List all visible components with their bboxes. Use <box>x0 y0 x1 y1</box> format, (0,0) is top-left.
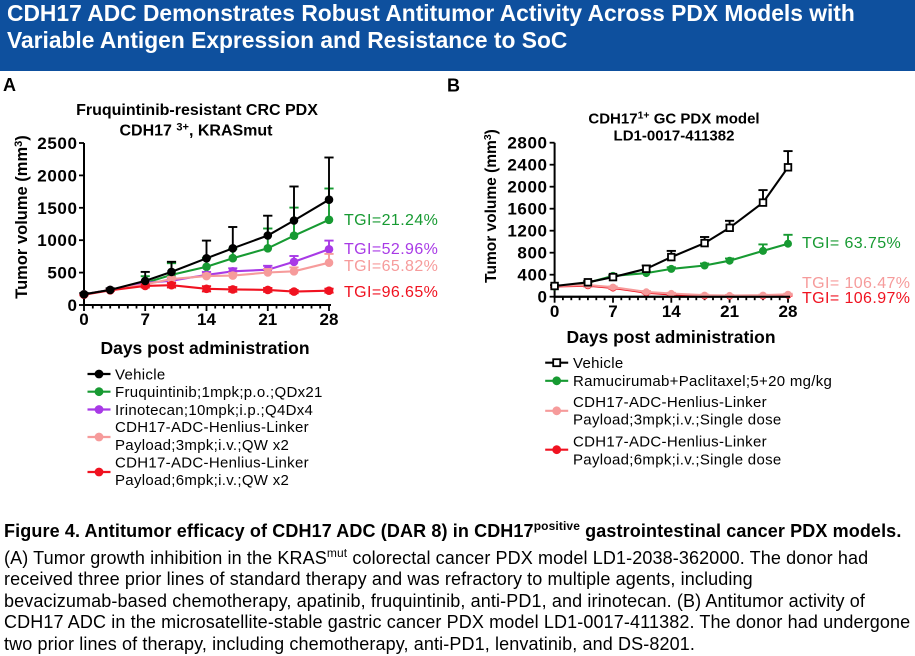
svg-text:21: 21 <box>720 302 739 321</box>
svg-text:CDH17-ADC-Henlius-Linker: CDH17-ADC-Henlius-Linker <box>115 454 309 471</box>
svg-text:Fruquintinib;1mpk;p.o.;QDx21: Fruquintinib;1mpk;p.o.;QDx21 <box>115 384 323 401</box>
svg-text:21: 21 <box>258 310 277 329</box>
svg-text:LD1-0017-411382: LD1-0017-411382 <box>614 128 735 145</box>
svg-text:0: 0 <box>538 288 548 307</box>
svg-text:CDH17-ADC-Henlius-Linker: CDH17-ADC-Henlius-Linker <box>573 434 767 451</box>
svg-text:TGI= 63.75%: TGI= 63.75% <box>802 235 901 252</box>
svg-text:TGI= 106.97%: TGI= 106.97% <box>802 290 910 307</box>
svg-text:Payload;6mpk;i.v.;QW x2: Payload;6mpk;i.v.;QW x2 <box>115 472 289 489</box>
svg-text:2000: 2000 <box>37 166 77 185</box>
svg-text:Payload;6mpk;i.v.;Single dose: Payload;6mpk;i.v.;Single dose <box>573 451 782 468</box>
svg-text:CDH17 3+, KRASmut: CDH17 3+, KRASmut <box>119 122 273 140</box>
svg-text:28: 28 <box>320 310 339 329</box>
svg-text:1600: 1600 <box>507 200 547 219</box>
svg-text:2800: 2800 <box>507 134 547 153</box>
svg-text:2000: 2000 <box>507 178 547 197</box>
svg-text:Payload;3mpk;i.v.;QW x2: Payload;3mpk;i.v.;QW x2 <box>115 437 289 454</box>
svg-text:Payload;3mpk;i.v.;Single dose: Payload;3mpk;i.v.;Single dose <box>573 412 782 429</box>
svg-text:A: A <box>3 75 16 95</box>
svg-text:2500: 2500 <box>37 134 77 153</box>
svg-text:Vehicle: Vehicle <box>115 366 165 383</box>
svg-text:TGI=65.82%: TGI=65.82% <box>344 258 438 275</box>
svg-text:800: 800 <box>517 244 547 263</box>
svg-text:1200: 1200 <box>507 222 547 241</box>
svg-text:Vehicle: Vehicle <box>573 355 623 372</box>
svg-text:Tumor volume (mm3): Tumor volume (mm3) <box>482 129 500 283</box>
svg-text:Ramucirumab+Paclitaxel;5+20 mg: Ramucirumab+Paclitaxel;5+20 mg/kg <box>573 373 832 390</box>
svg-text:CDH17-ADC-Henlius-Linker: CDH17-ADC-Henlius-Linker <box>573 394 767 411</box>
svg-text:0: 0 <box>79 310 88 329</box>
svg-text:TGI=21.24%: TGI=21.24% <box>344 212 438 229</box>
svg-text:B: B <box>447 76 460 96</box>
svg-text:400: 400 <box>517 266 547 285</box>
svg-text:14: 14 <box>662 302 681 321</box>
svg-text:0: 0 <box>67 296 77 315</box>
svg-text:TGI= 106.47%: TGI= 106.47% <box>802 275 910 292</box>
svg-text:28: 28 <box>779 302 798 321</box>
svg-text:14: 14 <box>197 310 216 329</box>
svg-text:CDH17-ADC-Henlius-Linker: CDH17-ADC-Henlius-Linker <box>115 419 309 436</box>
svg-text:TGI=52.96%: TGI=52.96% <box>344 241 438 258</box>
svg-text:2400: 2400 <box>507 156 547 175</box>
svg-text:CDH171+ GC PDX model: CDH171+ GC PDX model <box>588 110 759 128</box>
svg-text:500: 500 <box>47 264 77 283</box>
svg-text:7: 7 <box>608 302 617 321</box>
svg-text:1500: 1500 <box>37 199 77 218</box>
svg-text:Fruquintinib-resistant CRC PDX: Fruquintinib-resistant CRC PDX <box>76 102 318 119</box>
svg-text:Days post administration: Days post administration <box>100 338 309 358</box>
svg-text:Tumor volume (mm3): Tumor volume (mm3) <box>13 135 31 299</box>
svg-text:TGI=96.65%: TGI=96.65% <box>344 284 438 301</box>
svg-text:7: 7 <box>140 310 149 329</box>
svg-text:Irinotecan;10mpk;i.p.;Q4Dx4: Irinotecan;10mpk;i.p.;Q4Dx4 <box>115 402 313 419</box>
svg-text:Days post administration: Days post administration <box>566 327 775 347</box>
svg-text:1000: 1000 <box>37 231 77 250</box>
svg-text:0: 0 <box>550 302 559 321</box>
